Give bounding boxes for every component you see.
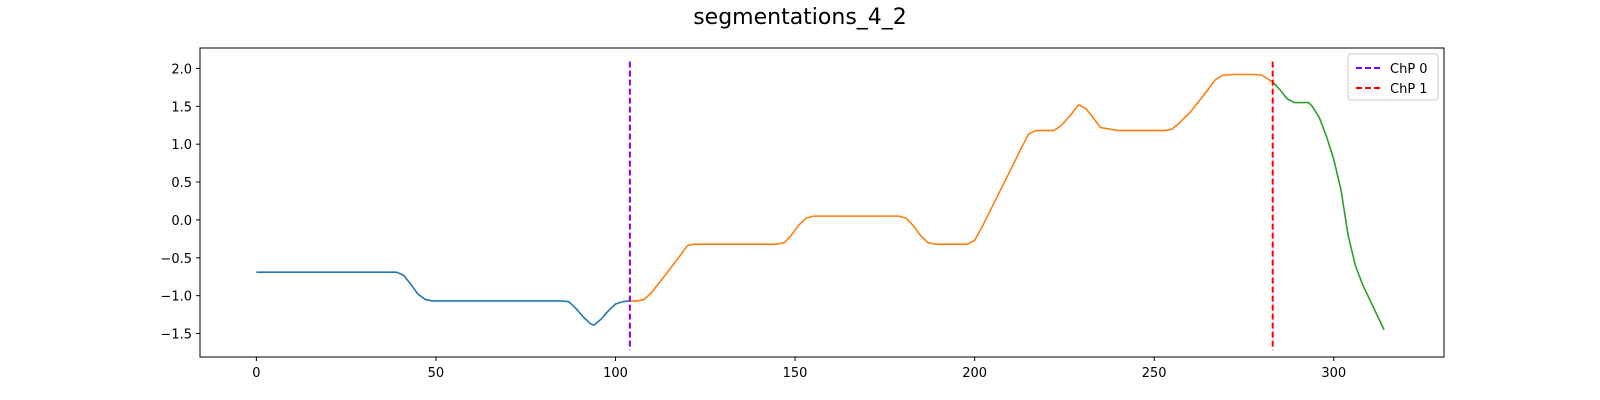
x-tick-label: 0 [252, 366, 260, 381]
series-line-0 [256, 271, 630, 326]
x-tick-label: 300 [1321, 366, 1346, 381]
series-line-1 [629, 73, 1274, 302]
y-axis: 2.0 1.5 1.0 0.5 0.0 −0.5 −1.0 −1.5 [160, 62, 200, 343]
x-tick-label: 150 [783, 366, 808, 381]
plot-frame [199, 47, 1445, 358]
chart-title: segmentations_4_2 [693, 5, 907, 30]
y-tick-label: 0.5 [171, 176, 192, 191]
legend-label-1: ChP 1 [1390, 82, 1428, 97]
x-tick-label: 250 [1142, 366, 1167, 381]
y-tick-label: 2.0 [171, 62, 192, 77]
series-line-2 [1272, 81, 1385, 331]
legend-label-0: ChP 0 [1390, 62, 1428, 77]
y-tick-label: −1.0 [160, 290, 192, 305]
x-tick-label: 200 [962, 366, 987, 381]
y-tick-label: −1.5 [160, 328, 192, 343]
x-tick-label: 100 [603, 366, 628, 381]
y-tick-label: 0.0 [171, 214, 192, 229]
y-tick-label: −0.5 [160, 252, 192, 267]
y-tick-label: 1.5 [171, 100, 192, 115]
legend: ChP 0 ChP 1 [1347, 53, 1439, 101]
plot-area [199, 47, 1445, 358]
x-tick-label: 50 [428, 366, 445, 381]
x-axis: 0 50 100 150 200 250 300 [252, 357, 1346, 381]
y-tick-label: 1.0 [171, 138, 192, 153]
